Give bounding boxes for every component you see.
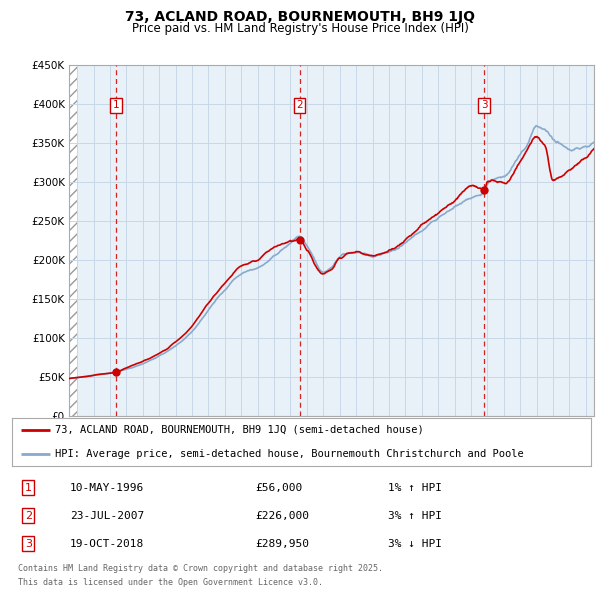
Text: £226,000: £226,000	[255, 510, 309, 520]
Text: 1% ↑ HPI: 1% ↑ HPI	[388, 483, 442, 493]
Text: 73, ACLAND ROAD, BOURNEMOUTH, BH9 1JQ (semi-detached house): 73, ACLAND ROAD, BOURNEMOUTH, BH9 1JQ (s…	[55, 425, 424, 435]
Text: £289,950: £289,950	[255, 539, 309, 549]
Bar	[69, 65, 77, 416]
Text: HPI: Average price, semi-detached house, Bournemouth Christchurch and Poole: HPI: Average price, semi-detached house,…	[55, 449, 524, 459]
Text: Contains HM Land Registry data © Crown copyright and database right 2025.: Contains HM Land Registry data © Crown c…	[18, 564, 383, 573]
Text: 3: 3	[25, 539, 32, 549]
Text: 2: 2	[25, 510, 32, 520]
Text: £56,000: £56,000	[255, 483, 302, 493]
Text: 1: 1	[113, 100, 119, 110]
Text: 73, ACLAND ROAD, BOURNEMOUTH, BH9 1JQ: 73, ACLAND ROAD, BOURNEMOUTH, BH9 1JQ	[125, 10, 475, 24]
Text: 10-MAY-1996: 10-MAY-1996	[70, 483, 144, 493]
Text: Price paid vs. HM Land Registry's House Price Index (HPI): Price paid vs. HM Land Registry's House …	[131, 22, 469, 35]
Text: 19-OCT-2018: 19-OCT-2018	[70, 539, 144, 549]
Text: This data is licensed under the Open Government Licence v3.0.: This data is licensed under the Open Gov…	[18, 578, 323, 588]
Text: 3% ↑ HPI: 3% ↑ HPI	[388, 510, 442, 520]
Text: 3: 3	[481, 100, 487, 110]
Text: 3% ↓ HPI: 3% ↓ HPI	[388, 539, 442, 549]
Text: 2: 2	[296, 100, 303, 110]
Text: 1: 1	[25, 483, 32, 493]
Text: 23-JUL-2007: 23-JUL-2007	[70, 510, 144, 520]
